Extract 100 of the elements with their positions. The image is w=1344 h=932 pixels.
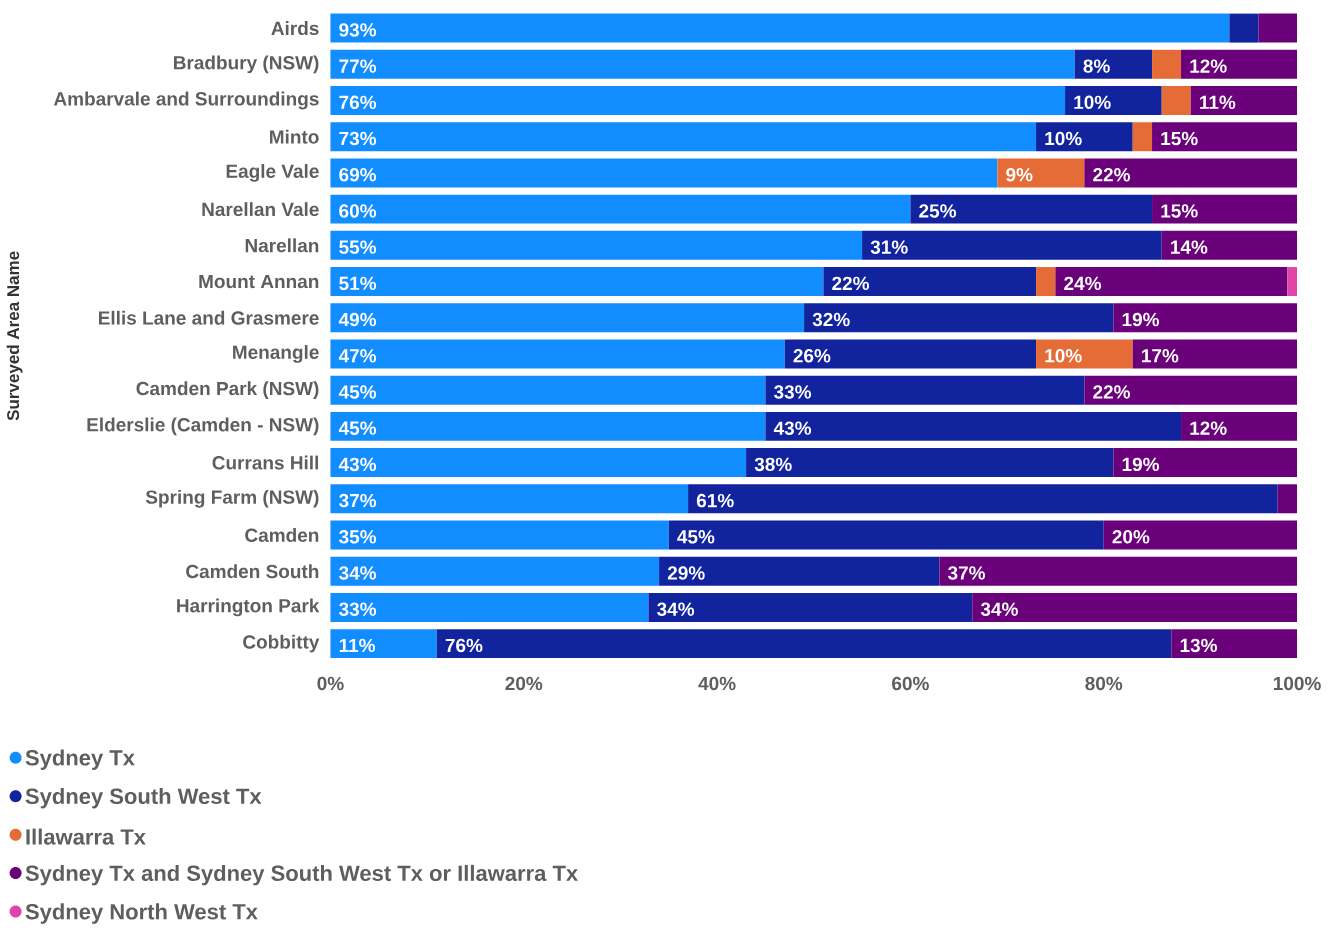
legend-label: Sydney Tx and Sydney South West Tx or Illawarra Tx xyxy=(25,865,578,886)
data-label: 60% xyxy=(339,204,377,218)
bar xyxy=(330,13,1230,43)
bar xyxy=(1152,122,1298,152)
bar xyxy=(1036,339,1133,369)
bar xyxy=(746,448,1114,478)
data-label: 35% xyxy=(339,530,377,544)
data-label: 11% xyxy=(339,638,376,653)
x-tick-label: 40% xyxy=(698,676,736,691)
bar xyxy=(1152,194,1298,224)
legend-label: Sydney South West Tx xyxy=(25,788,262,809)
bar xyxy=(804,303,1114,333)
data-label: 13% xyxy=(1180,638,1218,653)
data-label: 43% xyxy=(773,421,812,436)
bar xyxy=(1229,13,1259,43)
data-label: 34% xyxy=(657,602,695,617)
bar xyxy=(1132,339,1298,369)
data-label: 15% xyxy=(1161,132,1198,146)
y-tick-label: Harrington Park xyxy=(177,598,320,617)
x-tick-label: 20% xyxy=(505,676,543,691)
data-label: 76% xyxy=(445,638,483,653)
x-tick-label: 100% xyxy=(1273,676,1321,691)
data-label: 31% xyxy=(870,240,908,255)
data-label: 22% xyxy=(1093,168,1131,182)
bar xyxy=(1277,484,1298,514)
data-label: 14% xyxy=(1171,240,1208,255)
bar xyxy=(659,556,940,586)
y-tick-label: Camden Park (NSW) xyxy=(136,381,319,400)
legend-label: Illawarra Tx xyxy=(26,828,146,845)
x-tick-label: 60% xyxy=(892,676,929,691)
x-tick-label: 0% xyxy=(317,676,344,691)
y-tick-label: Cobbitty xyxy=(243,634,320,653)
data-label: 45% xyxy=(338,421,377,436)
bar xyxy=(330,267,824,297)
data-label: 49% xyxy=(338,313,377,327)
data-label: 32% xyxy=(812,313,850,327)
bar xyxy=(1161,231,1298,261)
data-label: 10% xyxy=(1074,95,1111,110)
bar xyxy=(910,194,1153,224)
x-tick-label: 80% xyxy=(1085,676,1123,691)
bar xyxy=(648,593,973,623)
bar xyxy=(1152,50,1182,79)
bar xyxy=(1074,50,1153,79)
bar xyxy=(765,375,1085,405)
data-label: 29% xyxy=(667,566,705,580)
data-label: 12% xyxy=(1190,421,1227,436)
data-label: 25% xyxy=(919,204,957,218)
data-label: 17% xyxy=(1142,349,1179,363)
data-label: 8% xyxy=(1083,59,1110,74)
data-label: 34% xyxy=(980,602,1018,617)
y-tick-label: Currans Hill xyxy=(212,455,318,470)
y-tick-label: Ambarvale and Surroundings xyxy=(53,91,319,110)
bar xyxy=(330,122,1037,152)
data-label: 76% xyxy=(339,95,377,110)
bar xyxy=(1036,122,1133,152)
bar xyxy=(330,593,649,623)
y-tick-label: Bradbury (NSW) xyxy=(174,55,319,74)
bar xyxy=(330,194,911,224)
data-label: 24% xyxy=(1064,276,1102,291)
bar xyxy=(668,520,1104,550)
bar xyxy=(765,412,1182,442)
bar xyxy=(688,484,1278,514)
data-label: 9% xyxy=(1006,168,1033,182)
bar xyxy=(997,158,1085,188)
bar xyxy=(330,231,863,261)
bar xyxy=(436,629,1172,659)
bar xyxy=(1171,629,1298,659)
bar xyxy=(330,375,766,405)
bar xyxy=(330,484,689,514)
y-tick-label: Narellan xyxy=(245,238,319,253)
data-label: 61% xyxy=(696,494,734,508)
bar xyxy=(330,629,437,659)
bar xyxy=(862,231,1162,261)
y-tick-label: Airds xyxy=(271,21,319,36)
bar xyxy=(823,267,1037,297)
bar xyxy=(1036,267,1056,297)
data-label: 47% xyxy=(338,349,377,363)
bar xyxy=(939,556,1298,586)
data-label: 69% xyxy=(339,168,377,182)
y-tick-label: Narellan Vale xyxy=(202,202,319,217)
bar xyxy=(1055,267,1288,297)
data-label: 37% xyxy=(339,494,377,508)
data-label: 19% xyxy=(1122,313,1160,327)
y-tick-label: Spring Farm (NSW) xyxy=(145,490,319,508)
data-label: 33% xyxy=(339,602,377,617)
y-axis-title: Surveyed Area Name xyxy=(6,251,23,421)
bar xyxy=(330,556,660,586)
bar xyxy=(330,520,669,550)
bar xyxy=(330,86,1066,116)
data-label: 22% xyxy=(1093,385,1131,399)
bar xyxy=(1084,375,1298,405)
bar xyxy=(330,339,785,369)
data-label: 37% xyxy=(947,566,986,580)
data-label: 93% xyxy=(339,23,377,37)
bar xyxy=(330,448,747,478)
bar xyxy=(330,303,805,333)
legend-label: Sydney Tx xyxy=(25,749,135,771)
data-label: 22% xyxy=(832,276,870,291)
data-label: 33% xyxy=(773,385,812,399)
bar xyxy=(1258,13,1298,43)
